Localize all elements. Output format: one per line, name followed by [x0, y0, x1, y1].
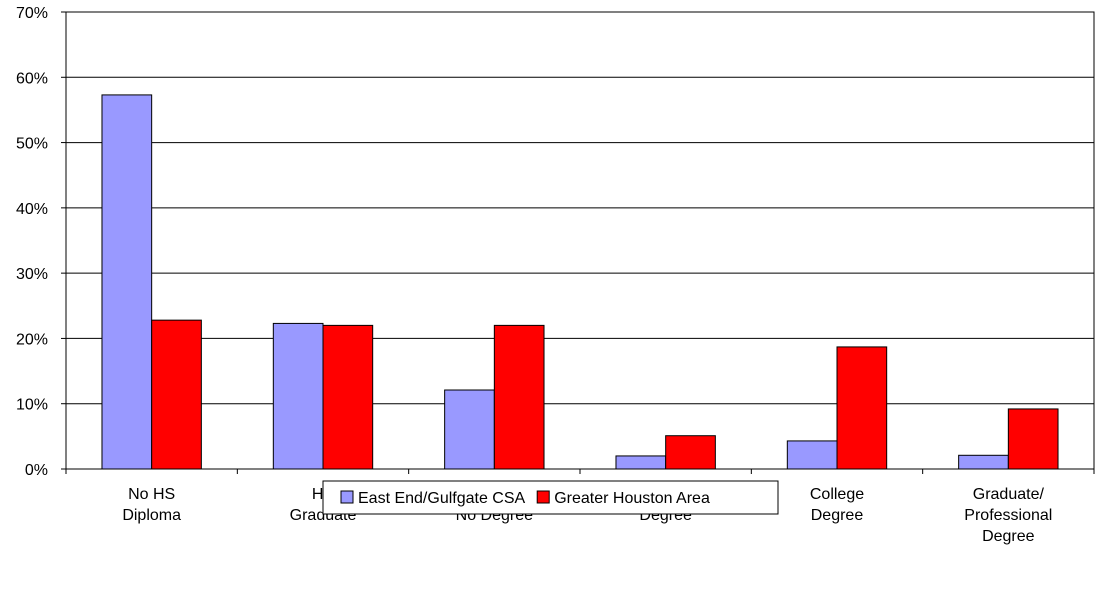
bar: [615, 455, 667, 470]
y-tick-label: 20%: [16, 331, 48, 348]
bar: [836, 346, 888, 470]
plot-border: [65, 11, 1095, 470]
y-tick-label: 40%: [16, 201, 48, 218]
legend-label: Greater Houston Area: [554, 490, 710, 507]
bar: [101, 94, 153, 470]
legend-box: [322, 480, 779, 515]
bar: [444, 389, 495, 470]
bar: [272, 322, 324, 470]
legend-label: East End/Gulfgate CSA: [358, 490, 526, 507]
bar: [322, 324, 374, 470]
x-tick-label: College Degree: [810, 486, 864, 524]
bar: [1007, 408, 1059, 470]
y-tick-label: 10%: [16, 397, 48, 414]
y-tick-label: 50%: [16, 136, 48, 153]
legend-swatch: [536, 490, 550, 504]
x-tick-label: Graduate/Professional Degree: [964, 486, 1052, 545]
y-tick-label: 0%: [25, 462, 48, 479]
bar: [151, 319, 202, 470]
bar: [786, 440, 838, 470]
legend-swatch: [340, 490, 354, 504]
y-tick-label: 30%: [16, 266, 48, 283]
bar: [493, 324, 545, 470]
bar: [665, 435, 716, 470]
x-tick-label: No HS Diploma: [122, 486, 181, 524]
bar: [958, 454, 1009, 470]
y-tick-label: 70%: [16, 5, 48, 22]
y-tick-label: 60%: [16, 70, 48, 87]
